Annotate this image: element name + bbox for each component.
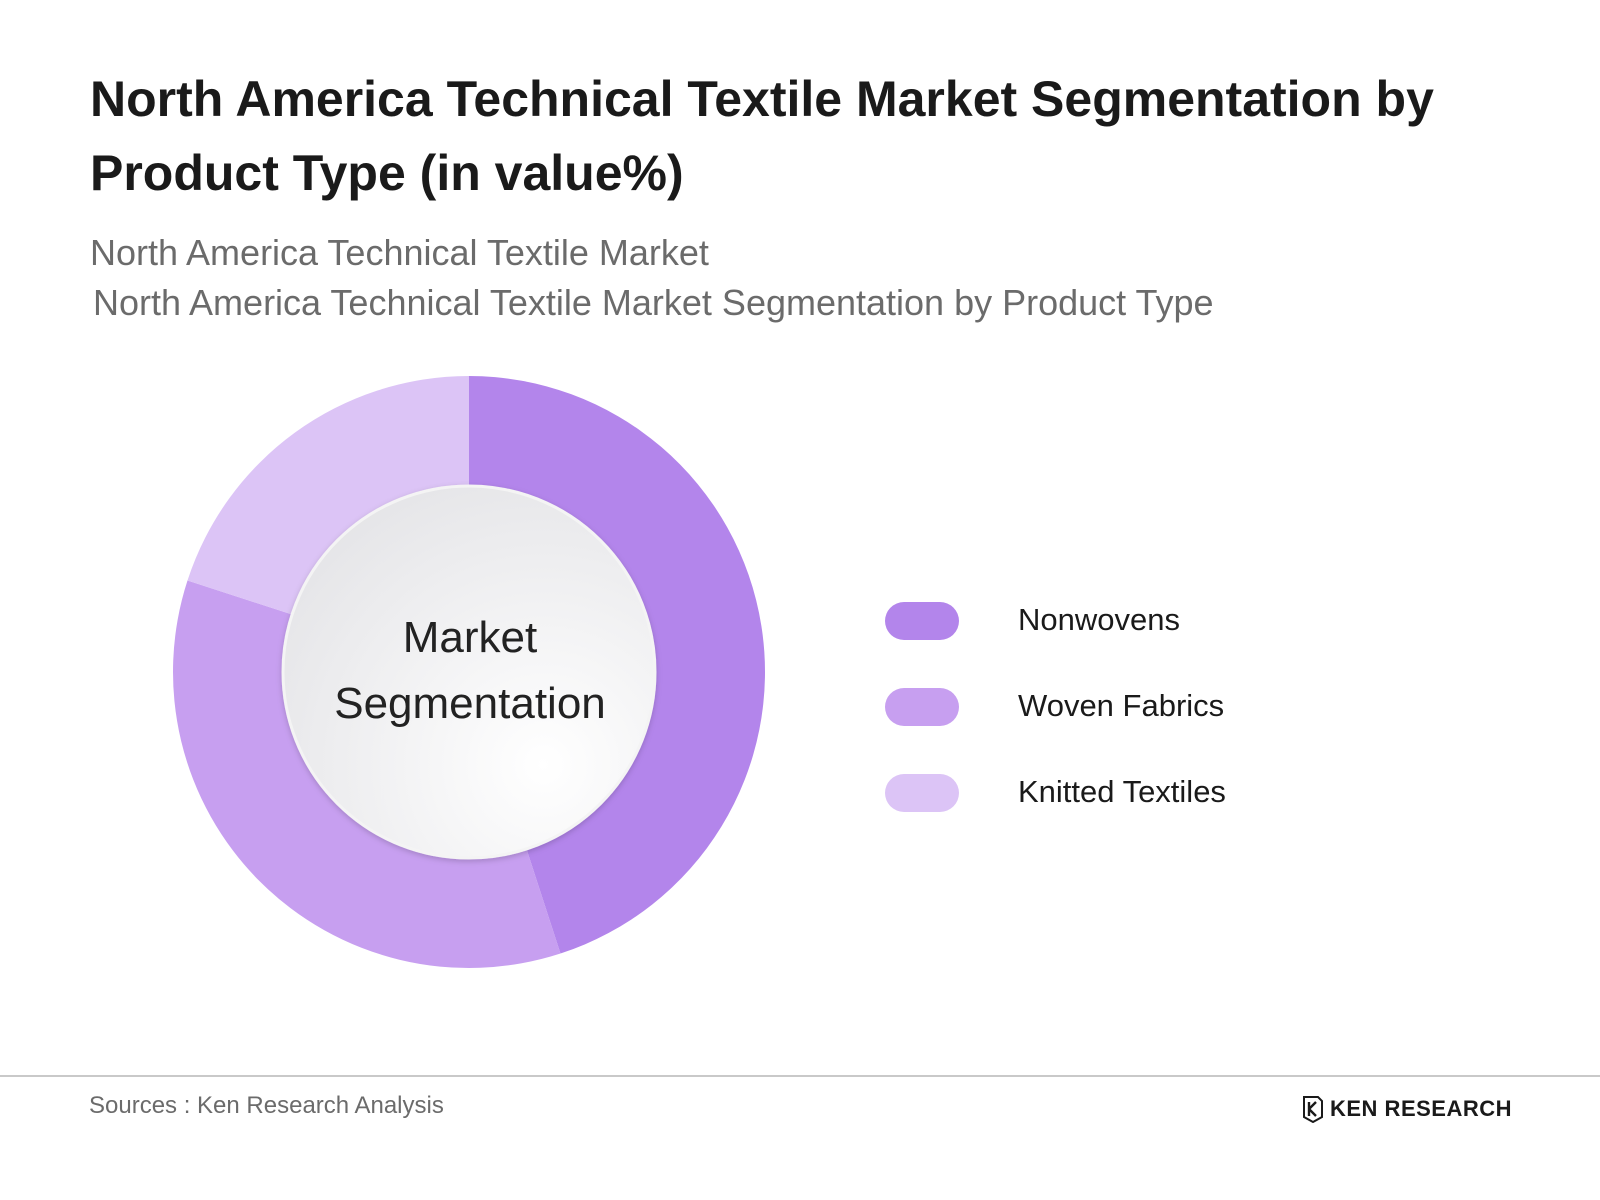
donut-center-disc [281,484,657,860]
donut-slice-woven-fabrics [172,580,561,969]
chart-subtitle-market: North America Technical Textile Market [90,232,709,273]
footer-divider [0,1075,1600,1077]
donut-slice-knitted-textiles [187,376,469,615]
legend-label-nonwovens: Nonwovens [1018,602,1180,637]
donut-center-label: Market Segmentation [280,605,660,737]
legend-item-woven-fabrics: Woven Fabrics [885,686,1385,726]
chart-subtitle-segmentation: North America Technical Textile Market S… [93,282,1214,323]
donut-center-label-line-2: Segmentation [334,679,606,728]
sources-note: Sources : Ken Research Analysis [89,1092,444,1119]
donut-slices [172,376,766,969]
ken-research-logo-icon [1303,1096,1323,1123]
legend-label-woven-fabrics: Woven Fabrics [1018,688,1225,723]
chart-title: North America Technical Textile Market S… [90,71,1434,201]
legend-swatch-woven-fabrics [885,688,959,726]
legend-item-knitted-textiles: Knitted Textiles [885,772,1385,812]
ken-research-logo: KEN RESEARCH [1302,1094,1512,1124]
legend-label-knitted-textiles: Knitted Textiles [1018,774,1226,809]
ken-research-logo-text: KEN RESEARCH [1330,1096,1513,1121]
legend-item-nonwovens: Nonwovens [885,600,1385,640]
legend-swatch-knitted-textiles [885,774,959,812]
donut-center-label-line-1: Market [402,613,538,662]
legend-swatch-nonwovens [885,602,959,640]
donut-slice-nonwovens [469,376,766,954]
